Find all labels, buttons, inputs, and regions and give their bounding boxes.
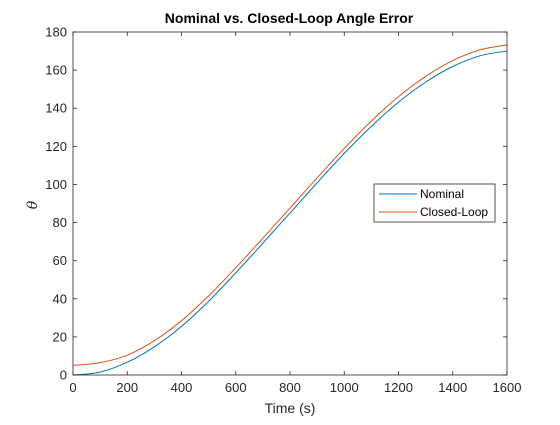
x-tick-label: 400 xyxy=(171,380,193,395)
y-tick-label: 100 xyxy=(45,177,67,192)
y-tick-label: 160 xyxy=(45,63,67,78)
x-tick-label: 800 xyxy=(279,380,301,395)
y-tick-label: 20 xyxy=(53,329,67,344)
x-tick-label: 1200 xyxy=(384,380,413,395)
x-tick-label: 1400 xyxy=(438,380,467,395)
legend: Nominal Closed-Loop xyxy=(373,183,496,223)
y-tick-label: 140 xyxy=(45,101,67,116)
x-tick-label: 0 xyxy=(69,380,76,395)
y-tick-label: 180 xyxy=(45,25,67,40)
series-line-nominal xyxy=(72,50,508,376)
x-tick-label: 600 xyxy=(225,380,247,395)
x-tick-label: 200 xyxy=(116,380,138,395)
y-tick-label: 80 xyxy=(53,215,67,230)
tick-layer: 0 200 400 600 800 1000 1200 1400 1600 0 20 40 60 80 10… xyxy=(45,25,521,396)
legend-box xyxy=(373,183,496,223)
series-layer xyxy=(72,44,508,376)
chart-title: Nominal vs. Closed-Loop Angle Error xyxy=(165,10,414,26)
y-tick-label: 120 xyxy=(45,139,67,154)
x-tick-label: 1600 xyxy=(493,380,522,395)
y-tick-label: 60 xyxy=(53,253,67,268)
y-tick-label: 0 xyxy=(60,368,67,383)
x-tick-label: 1000 xyxy=(330,380,359,395)
series-line-closed-loop xyxy=(72,44,508,366)
y-axis-label: θ xyxy=(25,200,41,209)
legend-label-nominal: Nominal xyxy=(420,187,464,201)
y-tick-label: 40 xyxy=(53,291,67,306)
legend-label-closed-loop: Closed-Loop xyxy=(420,205,488,219)
x-axis-label: Time (s) xyxy=(265,400,316,416)
